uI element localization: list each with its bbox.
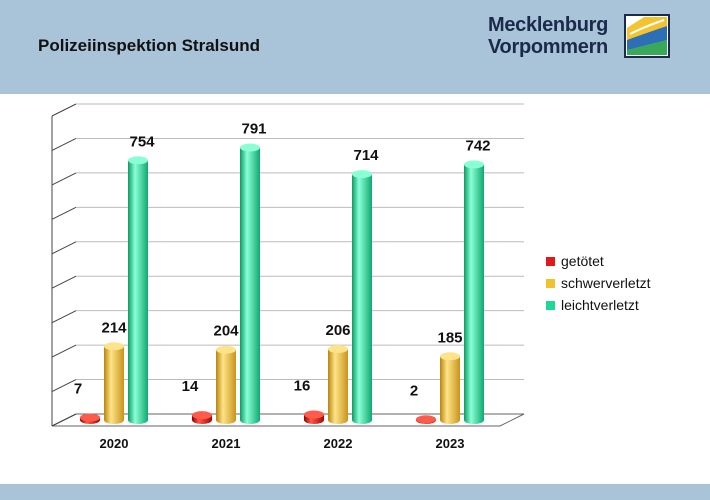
- bar-top: [80, 413, 100, 422]
- bar: [328, 349, 348, 420]
- data-label: 185: [437, 329, 462, 346]
- bar: [128, 160, 148, 420]
- bar-top: [192, 411, 212, 420]
- bar-base: [352, 416, 372, 424]
- grid-tick-left: [51, 241, 77, 255]
- bar-base: [440, 416, 460, 424]
- data-label: 204: [213, 323, 239, 340]
- data-label: 2: [410, 382, 418, 399]
- bar-base: [328, 416, 348, 424]
- legend-item: getötet: [546, 250, 650, 272]
- bar-chart: 2020 7 214 754 2021 14 204 791 2022 16 206 714 2023 2…: [51, 103, 525, 451]
- bar-base: [216, 416, 236, 424]
- legend-item: leichtverletzt: [546, 294, 650, 316]
- bar-top: [128, 156, 148, 165]
- legend-label: schwerverletzt: [561, 275, 651, 291]
- logo-text-line1: Mecklenburg: [488, 14, 609, 36]
- bar-base: [240, 416, 260, 424]
- bar: [440, 356, 460, 420]
- grid-tick-left: [51, 206, 77, 220]
- bar-top: [240, 143, 260, 152]
- data-label: 7: [74, 381, 82, 398]
- bar: [352, 174, 372, 420]
- logo: Mecklenburg Vorpommern: [488, 12, 678, 72]
- data-label: 214: [101, 319, 127, 336]
- header-bar: Polizeiinspektion Stralsund Mecklenburg …: [0, 0, 710, 94]
- data-label: 206: [325, 322, 350, 339]
- bar: [216, 349, 236, 420]
- bar-top: [440, 352, 460, 361]
- legend-swatch: [546, 256, 555, 266]
- bar: [464, 164, 484, 420]
- x-tick-label: 2020: [100, 436, 129, 451]
- x-tick-label: 2021: [212, 436, 241, 451]
- grid-tick-left: [51, 172, 77, 186]
- bar-top: [216, 345, 236, 354]
- bar-top: [304, 410, 324, 419]
- legend-item: schwerverletzt: [546, 272, 650, 294]
- logo-text-line2: Vorpommern: [488, 36, 608, 58]
- page-title: Polizeiinspektion Stralsund: [38, 36, 260, 55]
- bar-base: [104, 416, 124, 424]
- bar: [104, 346, 124, 420]
- bar-top: [464, 160, 484, 169]
- bar-base: [128, 416, 148, 424]
- grid-tick-left: [51, 103, 77, 117]
- grid-tick-left: [51, 379, 77, 393]
- legend-label: leichtverletzt: [561, 297, 639, 313]
- data-label: 742: [465, 137, 490, 154]
- data-label: 714: [353, 147, 379, 164]
- legend-swatch: [546, 278, 555, 288]
- grid-tick-left: [51, 310, 77, 324]
- chart-legend: getötet schwerverletzt leichtverletzt: [546, 250, 650, 316]
- bar-top: [352, 170, 372, 179]
- legend-swatch: [546, 300, 555, 310]
- data-label: 754: [129, 133, 155, 150]
- bar: [240, 147, 260, 421]
- data-label: 791: [241, 121, 266, 138]
- bar-base: [464, 416, 484, 424]
- bar-top: [416, 415, 436, 424]
- grid-tick-left: [51, 344, 77, 358]
- x-tick-label: 2023: [436, 436, 465, 451]
- bar-top: [104, 342, 124, 351]
- grid-tick-left: [51, 275, 77, 289]
- x-tick-label: 2022: [324, 436, 353, 451]
- grid-tick-left: [51, 137, 77, 151]
- bar-top: [328, 345, 348, 354]
- footer-bar: [0, 484, 710, 500]
- bar-base: [304, 416, 324, 424]
- grid-tick-left: [51, 413, 77, 427]
- data-label: 14: [182, 378, 199, 395]
- legend-label: getötet: [561, 253, 604, 269]
- data-label: 16: [294, 377, 311, 394]
- logo-emblem-icon: [624, 14, 670, 58]
